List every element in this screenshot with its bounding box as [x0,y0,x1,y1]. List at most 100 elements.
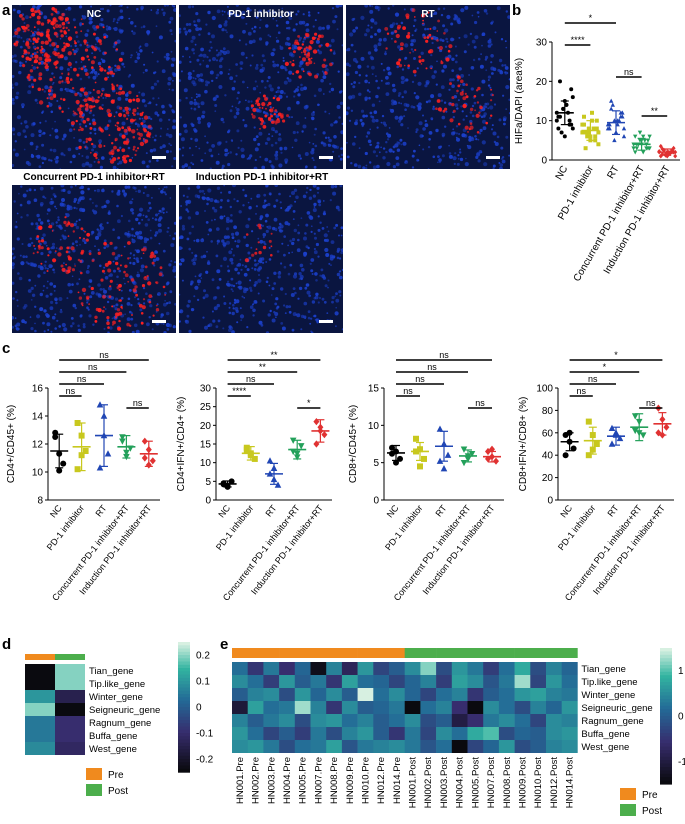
significance-label: ns [99,350,109,360]
nucleus-dot [70,185,73,189]
significance-label: ns [646,398,656,408]
hif-signal-dot [119,299,122,302]
nucleus-dot [92,144,97,149]
nucleus-dot [300,217,303,220]
significance-label: **** [232,386,247,396]
nucleus-dot [386,138,390,141]
hif-signal-dot [112,72,116,75]
hif-signal-dot [114,41,118,45]
nucleus-dot [144,104,148,108]
data-point [567,122,572,127]
micrograph-pd1-image [179,5,343,169]
hif-signal-dot [116,84,119,87]
nucleus-dot [194,194,199,198]
nucleus-dot [265,24,269,28]
hif-signal-dot [34,39,39,44]
nucleus-dot [312,25,315,28]
heatmap-cell [247,740,264,753]
nucleus-dot [265,111,268,115]
nucleus-dot [300,314,305,319]
nucleus-dot [374,21,378,25]
hif-signal-dot [46,54,49,56]
nucleus-dot [182,55,184,58]
nucleus-dot [491,124,494,127]
data-point [104,450,112,457]
hif-signal-dot [94,320,98,323]
hif-signal-dot [314,32,318,36]
nucleus-dot [34,322,36,325]
nucleus-dot [200,47,204,52]
nucleus-dot [99,224,102,227]
nucleus-dot [303,236,307,241]
nucleus-dot [123,192,127,197]
nucleus-dot [196,18,201,23]
nucleus-dot [385,141,388,144]
nucleus-dot [171,165,174,168]
nucleus-dot [49,292,53,296]
colorbar-segment [660,780,672,785]
nucleus-dot [468,135,472,139]
nucleus-dot [40,203,43,207]
data-point [297,443,305,450]
colorbar-segment [660,722,672,727]
nucleus-dot [66,297,69,300]
group-annotation-bar [373,648,390,658]
nucleus-dot [38,242,42,246]
nucleus-dot [482,119,486,124]
hif-signal-dot [103,241,107,246]
nucleus-dot [155,103,158,106]
heatmap-cell [451,714,468,727]
nucleus-dot [338,155,341,158]
hif-signal-dot [138,303,143,308]
nucleus-dot [59,37,62,40]
nucleus-dot [39,121,42,124]
nucleus-dot [340,147,343,151]
nucleus-dot [400,76,405,80]
hif-signal-dot [97,308,102,313]
colorbar-segment [178,658,190,663]
nucleus-dot [117,189,121,193]
heatmap-cell [530,740,547,753]
hif-signal-dot [118,283,122,288]
nucleus-dot [50,300,54,304]
heatmap-cell [451,662,468,675]
colorbar-segment [660,746,672,751]
colorbar-segment [660,702,672,707]
nucleus-dot [394,115,399,120]
nucleus-dot [200,101,205,106]
nucleus-dot [156,60,159,63]
colorbar-segment [660,719,672,724]
hif-signal-dot [128,127,131,131]
nucleus-dot [179,116,182,119]
nucleus-dot [143,63,146,66]
nucleus-dot [173,157,176,160]
hif-signal-dot [63,220,67,225]
nucleus-dot [228,311,232,315]
nucleus-dot [138,117,141,120]
nucleus-dot [187,216,192,220]
hif-signal-dot [258,250,262,255]
nucleus-dot [139,308,143,312]
nucleus-dot [73,137,75,139]
nucleus-dot [170,63,175,67]
nucleus-dot [169,29,173,33]
nucleus-dot [268,246,271,249]
heatmap-cell [436,675,453,688]
nucleus-dot [39,186,44,191]
hif-signal-dot [297,35,300,38]
nucleus-dot [250,100,253,103]
nucleus-dot [227,16,231,20]
nucleus-dot [173,8,176,12]
nucleus-dot [298,272,302,276]
hif-signal-dot [302,49,307,53]
nucleus-dot [467,145,472,150]
heatmap-cell [498,688,515,701]
nucleus-dot [440,85,445,90]
heatmap-cell [404,688,421,701]
nucleus-dot [214,199,218,203]
nucleus-dot [291,191,295,195]
heatmap-cell [483,727,500,740]
nucleus-dot [274,312,279,316]
y-tick-label: 10 [200,458,212,469]
nucleus-dot [141,92,146,97]
